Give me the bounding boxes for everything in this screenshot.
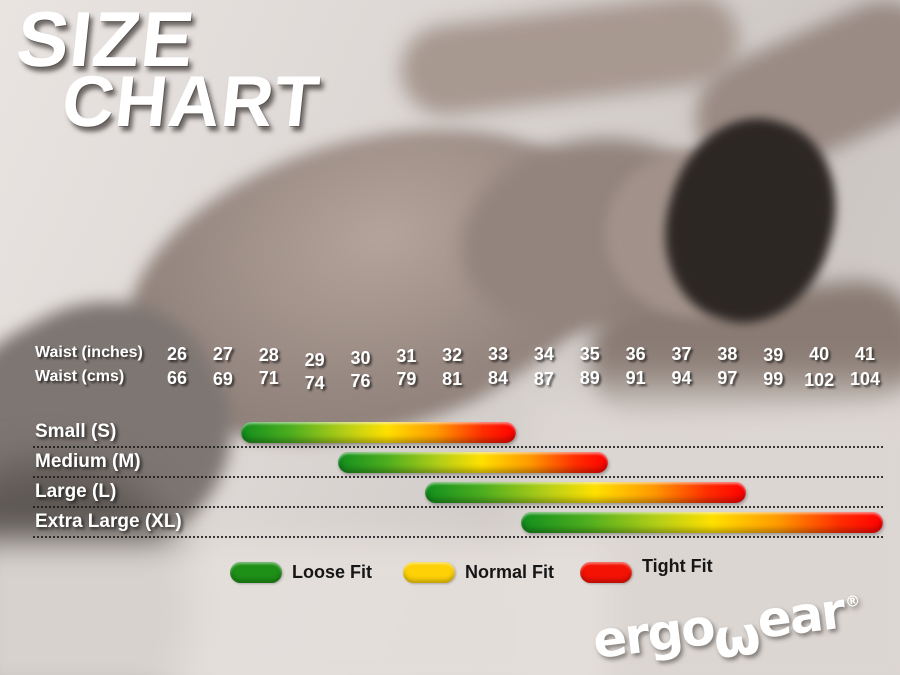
- waist-inches-value: 41: [854, 344, 876, 364]
- size-row-label: Small (S): [35, 421, 117, 442]
- logo-text-ergo: ergo: [589, 597, 717, 671]
- waist-inches-value: 40: [809, 344, 830, 364]
- waist-cms-value: 66: [166, 368, 188, 388]
- legend-swatch: [230, 562, 282, 583]
- waist-inches-value: 26: [166, 344, 188, 364]
- logo-w-glyph: ω: [709, 603, 765, 672]
- waist-cms-value: 69: [212, 369, 233, 389]
- row-divider: [33, 476, 883, 478]
- waist-cms-value: 89: [579, 368, 600, 388]
- waist-inches-value: 36: [625, 344, 646, 364]
- legend-label: Normal Fit: [465, 562, 555, 582]
- logo-text-ear: ear: [754, 581, 847, 650]
- waist-inches-value: 30: [350, 348, 371, 368]
- waist-inches-value: 33: [488, 344, 509, 364]
- ergowear-logo: ergoωear®: [589, 576, 862, 672]
- waist-cms-value: 84: [488, 368, 509, 388]
- size-row-label: Large (L): [35, 481, 117, 502]
- waist-inches-value: 31: [396, 346, 417, 366]
- waist-cms-value: 76: [350, 371, 371, 391]
- waist-inches-value: 39: [763, 345, 784, 365]
- waist-cms-value: 79: [396, 369, 417, 389]
- poster-title: SIZE CHART: [7, 0, 330, 143]
- waist-cms-value: 91: [625, 368, 646, 388]
- waist-cms-value: 94: [671, 368, 692, 388]
- legend-label: Loose Fit: [292, 562, 372, 582]
- waist-cms-value: 102: [804, 370, 835, 390]
- waist-inches-value: 29: [304, 350, 325, 370]
- waist-cms-value: 97: [717, 368, 738, 388]
- waist-cms-value: 99: [763, 369, 784, 389]
- waist-cms-value: 71: [258, 368, 279, 388]
- waist-inches-value: 32: [442, 345, 463, 365]
- legend-swatch: [580, 562, 632, 583]
- waist-cms-value: 87: [533, 369, 554, 389]
- photo-bedsheet-bottom: [0, 540, 610, 675]
- waist-cms-label: Waist (cms): [35, 368, 125, 385]
- fit-range-bar: [521, 512, 884, 533]
- row-divider: [33, 446, 883, 448]
- waist-inches-value: 27: [212, 344, 233, 364]
- waist-inches-value: 37: [671, 344, 692, 364]
- row-divider: [33, 506, 883, 508]
- waist-inches-value: 35: [579, 344, 600, 364]
- row-divider: [33, 536, 883, 538]
- legend-swatch: [403, 562, 455, 583]
- waist-cms-value: 74: [304, 373, 325, 393]
- fit-range-bar: [241, 422, 517, 443]
- legend-label: Tight Fit: [642, 556, 713, 576]
- waist-inches-value: 28: [258, 345, 279, 365]
- title-line-2: CHART: [58, 62, 324, 143]
- fit-range-bar: [424, 482, 746, 503]
- waist-inches-label: Waist (inches): [35, 344, 143, 361]
- waist-cms-value: 81: [442, 369, 463, 389]
- fit-range-bar: [337, 452, 609, 473]
- waist-cms-value: 104: [849, 369, 881, 389]
- size-row-label: Extra Large (XL): [35, 511, 182, 532]
- waist-inches-value: 34: [533, 344, 554, 364]
- registered-trademark-icon: ®: [844, 591, 862, 612]
- waist-inches-value: 38: [717, 344, 738, 364]
- size-row-label: Medium (M): [35, 451, 141, 472]
